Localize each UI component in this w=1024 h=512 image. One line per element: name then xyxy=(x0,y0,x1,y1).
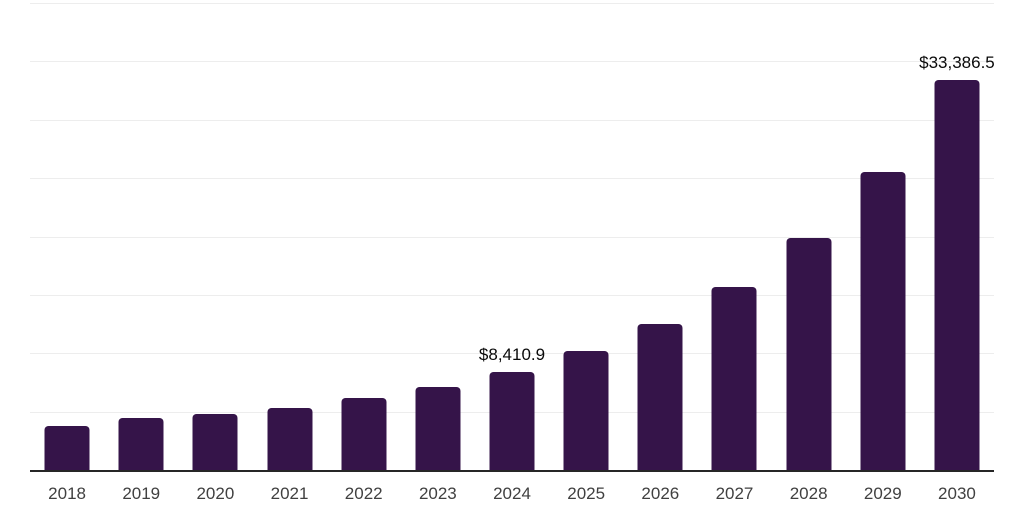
x-tick-2020: 2020 xyxy=(196,484,235,503)
gridline-10000 xyxy=(30,353,994,355)
bar-slot-2027 xyxy=(697,3,771,470)
bar-2028 xyxy=(786,238,832,470)
gridline-15000 xyxy=(30,294,994,296)
bar-slot-2018 xyxy=(30,3,104,470)
x-tick-2030: 2030 xyxy=(938,484,976,503)
bar-slot-2023 xyxy=(401,3,475,470)
gridline-30000 xyxy=(30,119,994,121)
bar-slot-2029 xyxy=(846,3,920,470)
gridline-40000 xyxy=(30,3,994,4)
x-tick-2028: 2028 xyxy=(789,484,828,503)
x-tick-2019: 2019 xyxy=(122,484,161,503)
bar-2025 xyxy=(563,350,609,470)
bar-2018 xyxy=(44,426,90,470)
bar-2026 xyxy=(637,324,683,470)
plot-area: $8,410.9 $33,386.5 xyxy=(30,3,995,472)
x-tick-2021: 2021 xyxy=(270,484,309,503)
bar-slot-2021 xyxy=(252,3,326,470)
x-tick-2023: 2023 xyxy=(418,484,457,503)
bar-slot-2026 xyxy=(623,3,697,470)
bar-slot-2025 xyxy=(549,3,623,470)
bar-2021 xyxy=(267,407,313,470)
x-tick-2024: 2024 xyxy=(493,484,531,503)
bar-slot-2024: $8,410.9 xyxy=(475,3,549,470)
x-tick-2022: 2022 xyxy=(344,484,383,503)
x-tick-2026: 2026 xyxy=(641,484,680,503)
bar-slot-2028 xyxy=(772,3,846,470)
data-label-2024: $8,410.9 xyxy=(478,344,546,364)
gridline-20000 xyxy=(30,236,994,238)
bar-2030 xyxy=(934,80,980,470)
bar-slot-2020 xyxy=(178,3,252,470)
bar-2023 xyxy=(415,387,461,470)
bar-2020 xyxy=(192,413,238,470)
bar-slots: $8,410.9 $33,386.5 xyxy=(30,3,995,470)
bar-slot-2022 xyxy=(327,3,401,470)
bar-slot-2019 xyxy=(104,3,178,470)
bar-2024 xyxy=(489,371,535,470)
data-label-2030: $33,386.5 xyxy=(919,53,995,73)
x-tick-2027: 2027 xyxy=(715,484,754,503)
bar-2019 xyxy=(118,417,164,470)
x-tick-2025: 2025 xyxy=(567,484,606,503)
bar-2022 xyxy=(341,398,387,470)
gridline-35000 xyxy=(30,61,994,63)
x-tick-2018: 2018 xyxy=(48,484,86,503)
x-axis: 2018 2019 2020 2021 2022 2023 2024 2025 2026 2027… xyxy=(30,484,994,504)
gridline-25000 xyxy=(30,178,994,180)
x-tick-2029: 2029 xyxy=(863,484,902,503)
bar-2029 xyxy=(860,171,906,470)
bar-slot-2030: $33,386.5 xyxy=(919,3,995,470)
bar-2027 xyxy=(711,287,757,470)
